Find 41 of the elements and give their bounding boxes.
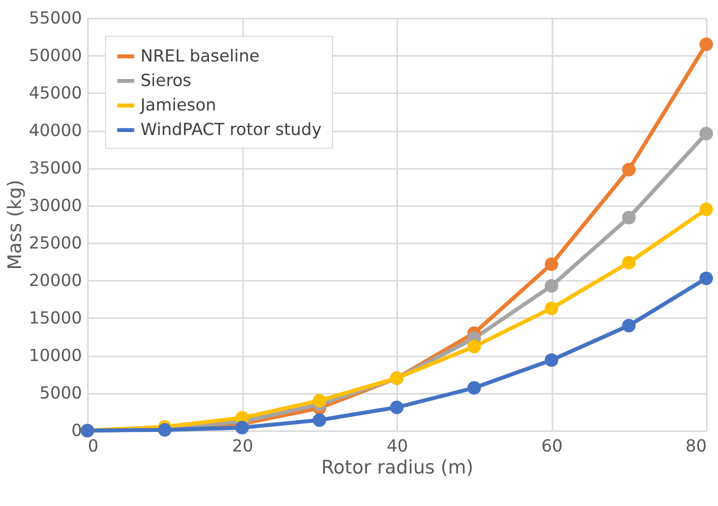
point — [467, 381, 481, 395]
y-tick-label: 15000 — [28, 308, 82, 328]
point — [544, 353, 558, 367]
legend-label: Sieros — [140, 70, 192, 90]
y-tick-label: 0 — [71, 421, 82, 440]
point — [699, 202, 713, 216]
y-tick-label: 30000 — [28, 196, 82, 215]
point — [390, 400, 404, 414]
point — [312, 394, 326, 408]
point — [544, 257, 558, 271]
point — [622, 210, 636, 224]
point — [544, 302, 558, 316]
x-tick-label: 20 — [232, 436, 254, 456]
point — [235, 420, 249, 434]
x-tick-label: 0 — [88, 436, 99, 456]
y-tick-label: 20000 — [28, 270, 82, 290]
point — [544, 279, 558, 293]
x-tick-label: 40 — [386, 436, 408, 456]
y-axis-title: Mass (kg) — [5, 180, 26, 270]
legend-label: Jamieson — [139, 95, 216, 114]
point — [312, 413, 326, 427]
point — [699, 38, 713, 52]
point — [622, 256, 636, 270]
point — [699, 272, 713, 286]
y-tick-label: 35000 — [28, 158, 82, 178]
x-axis-title: Rotor radius (m) — [321, 457, 474, 478]
y-tick-label: 25000 — [28, 233, 82, 252]
point — [622, 162, 636, 176]
y-tick-label: 55000 — [28, 8, 82, 28]
y-tick-label: 10000 — [28, 346, 82, 365]
legend-label: WindPACT rotor study — [140, 120, 322, 139]
y-tick-label: 40000 — [28, 120, 82, 140]
legend-label: NREL baseline — [140, 46, 260, 66]
point — [467, 340, 481, 354]
y-tick-label: 50000 — [28, 46, 82, 65]
point — [699, 126, 713, 140]
y-tick-label: 5000 — [40, 384, 82, 403]
point — [622, 318, 636, 332]
x-tick-label: 60 — [541, 436, 563, 456]
x-tick-label: 80 — [685, 436, 707, 456]
y-tick-label: 45000 — [28, 83, 82, 102]
